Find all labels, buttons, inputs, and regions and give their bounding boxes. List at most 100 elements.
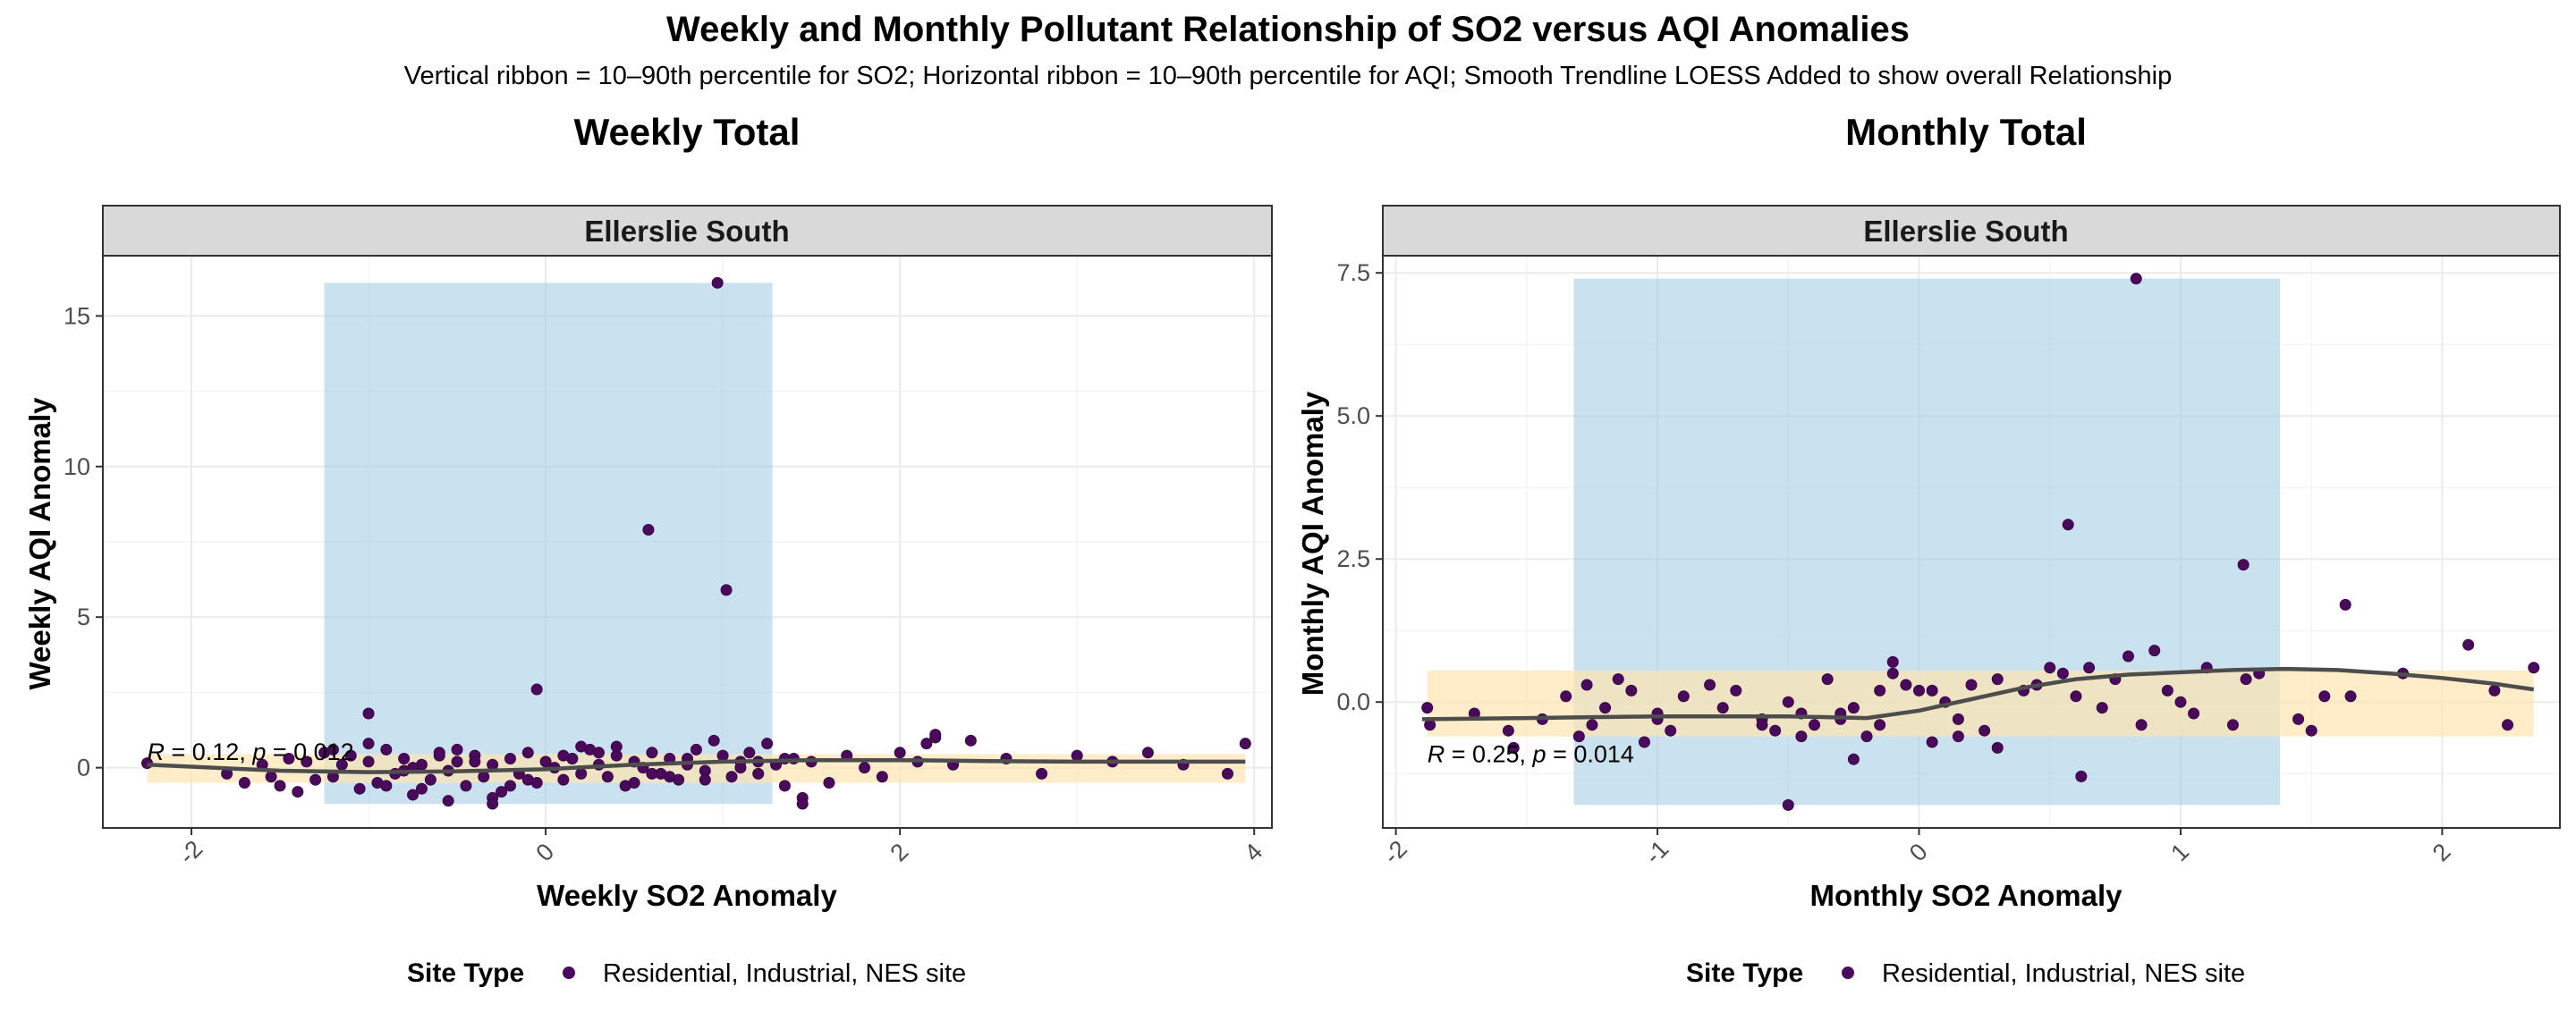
monthly-data-point <box>1952 730 1964 743</box>
monthly-data-point <box>1874 719 1886 731</box>
weekly-data-point <box>362 738 375 750</box>
weekly-data-point <box>274 780 286 792</box>
weekly-x-tick-label: 0 <box>530 838 559 866</box>
weekly-data-point <box>353 782 366 795</box>
weekly-data-point <box>1071 749 1083 762</box>
monthly-data-point <box>2044 662 2056 674</box>
weekly-data-point <box>575 740 588 753</box>
monthly-x-tick-label: -2 <box>1378 835 1412 869</box>
monthly-data-point <box>2344 690 2357 703</box>
monthly-data-point <box>1716 702 1729 714</box>
weekly-annotation-r-value: = 0.12, <box>165 739 252 765</box>
monthly-data-point <box>2318 690 2331 703</box>
weekly-panel-border <box>102 255 1273 829</box>
weekly-data-point <box>380 780 393 792</box>
monthly-data-point <box>1821 673 1834 686</box>
weekly-so2-percentile-ribbon <box>324 283 773 805</box>
monthly-x-axis-title: Monthly SO2 Anomaly <box>1810 879 2123 912</box>
weekly-y-tick-label: 15 <box>64 302 90 329</box>
weekly-data-point <box>433 749 445 762</box>
weekly-data-point <box>920 738 933 750</box>
weekly-data-point <box>451 756 463 768</box>
monthly-aqi-percentile-ribbon <box>1427 671 2534 737</box>
weekly-legend-label: Residential, Industrial, NES site <box>603 959 966 988</box>
monthly-x-tick-label: 1 <box>2165 838 2194 866</box>
weekly-data-point <box>664 771 676 783</box>
weekly-legend-title: Site Type <box>407 958 524 988</box>
monthly-data-point <box>1979 724 1991 737</box>
monthly-data-point <box>2083 662 2096 674</box>
monthly-data-point <box>1886 667 1899 680</box>
monthly-data-point <box>2502 719 2514 731</box>
monthly-data-point <box>2075 770 2088 782</box>
monthly-data-point <box>2161 684 2174 697</box>
weekly-data-point <box>964 734 977 747</box>
weekly-data-point <box>326 743 339 756</box>
monthly-data-point <box>2240 673 2252 686</box>
monthly-panel-border <box>1382 255 2561 829</box>
monthly-data-point <box>1612 673 1624 686</box>
monthly-y-tick-label: 5.0 <box>1336 402 1370 429</box>
weekly-data-point <box>460 780 472 792</box>
monthly-data-point <box>1991 741 2004 754</box>
weekly-data-point <box>859 762 871 774</box>
weekly-data-point <box>292 786 304 798</box>
monthly-x-tick-label: 2 <box>2428 838 2456 866</box>
monthly-plot-area: R = 0.25, p = 0.014 -2 -1 0 1 2 0.0 2.5 5.0 7.5 <box>1336 255 2561 869</box>
monthly-data-point <box>1809 719 1821 731</box>
monthly-data-point <box>2462 638 2475 651</box>
monthly-data-point <box>1926 684 1938 697</box>
weekly-data-point <box>362 756 375 768</box>
weekly-data-point <box>539 756 552 768</box>
monthly-data-point <box>1580 679 1593 691</box>
monthly-data-point <box>2528 662 2540 674</box>
weekly-data-point <box>720 584 733 596</box>
monthly-data-point <box>2305 724 2318 737</box>
monthly-y-tick-label: 0.0 <box>1336 688 1370 715</box>
monthly-data-point <box>1677 690 1690 703</box>
weekly-data-point <box>778 780 791 792</box>
weekly-data-point <box>592 747 605 759</box>
figure-title: Weekly and Monthly Pollutant Relationshi… <box>666 10 1910 49</box>
monthly-data-point <box>2339 598 2351 611</box>
weekly-data-point <box>708 734 720 747</box>
weekly-data-point <box>504 753 516 765</box>
monthly-data-point <box>1965 679 1978 691</box>
monthly-data-point <box>2096 702 2108 714</box>
weekly-data-point <box>1239 738 1251 750</box>
weekly-panel: Weekly Total Ellerslie South R = 0.12, p… <box>23 111 1273 912</box>
weekly-data-point <box>398 753 411 765</box>
weekly-x-tick-label: -2 <box>174 835 208 869</box>
weekly-data-point <box>876 771 888 783</box>
monthly-data-point <box>1421 702 1434 714</box>
weekly-data-point <box>557 773 570 786</box>
monthly-data-point <box>1665 724 1677 737</box>
monthly-data-point <box>1572 730 1585 743</box>
monthly-data-point <box>2237 559 2250 571</box>
weekly-data-point <box>752 767 765 780</box>
monthly-data-point <box>1913 684 1926 697</box>
weekly-data-point <box>521 747 534 759</box>
weekly-y-tick-label: 0 <box>77 755 90 781</box>
monthly-data-point <box>1847 753 1860 765</box>
monthly-data-point <box>2292 713 2305 725</box>
monthly-strip <box>1382 205 2561 257</box>
monthly-data-point <box>2226 719 2239 731</box>
weekly-data-point <box>504 780 516 792</box>
monthly-data-point <box>1952 713 1964 725</box>
monthly-data-point <box>1769 724 1782 737</box>
monthly-data-point <box>1638 736 1650 748</box>
weekly-data-point <box>265 771 277 783</box>
weekly-data-point <box>929 729 942 741</box>
monthly-annotation-p-value: = 0.014 <box>1546 740 1634 767</box>
monthly-panel: Monthly Total Ellerslie South R = 0.25, … <box>1296 111 2561 912</box>
monthly-data-point <box>2174 696 2187 708</box>
monthly-data-point <box>1795 730 1808 743</box>
weekly-data-point <box>301 756 313 768</box>
weekly-data-point <box>496 786 508 798</box>
weekly-x-tick-label: 2 <box>886 838 914 866</box>
weekly-data-point <box>610 740 623 753</box>
weekly-data-point <box>442 795 454 807</box>
weekly-data-point <box>566 753 579 765</box>
weekly-data-point <box>725 771 738 783</box>
